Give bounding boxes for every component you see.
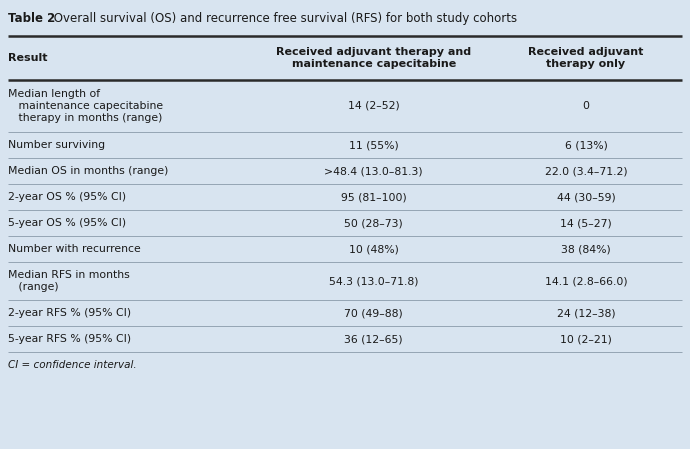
Text: 50 (28–73): 50 (28–73) [344, 218, 403, 228]
Text: 5-year RFS % (95% CI): 5-year RFS % (95% CI) [8, 334, 131, 344]
Text: Number with recurrence: Number with recurrence [8, 244, 141, 254]
Text: 11 (55%): 11 (55%) [348, 140, 399, 150]
Text: Median length of
   maintenance capecitabine
   therapy in months (range): Median length of maintenance capecitabin… [8, 89, 163, 123]
Text: Number surviving: Number surviving [8, 140, 105, 150]
Text: 2-year RFS % (95% CI): 2-year RFS % (95% CI) [8, 308, 131, 318]
Text: CI = confidence interval.: CI = confidence interval. [8, 360, 137, 370]
Text: 38 (84%): 38 (84%) [561, 244, 611, 254]
Text: >48.4 (13.0–81.3): >48.4 (13.0–81.3) [324, 166, 423, 176]
Text: 95 (81–100): 95 (81–100) [341, 192, 406, 202]
Text: 54.3 (13.0–71.8): 54.3 (13.0–71.8) [329, 276, 418, 286]
Text: Overall survival (OS) and recurrence free survival (RFS) for both study cohorts: Overall survival (OS) and recurrence fre… [50, 12, 517, 25]
Text: 2-year OS % (95% CI): 2-year OS % (95% CI) [8, 192, 126, 202]
Text: 6 (13%): 6 (13%) [564, 140, 607, 150]
Text: 22.0 (3.4–71.2): 22.0 (3.4–71.2) [544, 166, 627, 176]
Text: 44 (30–59): 44 (30–59) [557, 192, 615, 202]
Text: Table 2: Table 2 [8, 12, 55, 25]
Text: Median RFS in months
   (range): Median RFS in months (range) [8, 270, 130, 292]
Text: 0: 0 [582, 101, 589, 111]
Text: 14.1 (2.8–66.0): 14.1 (2.8–66.0) [544, 276, 627, 286]
Text: 10 (48%): 10 (48%) [348, 244, 399, 254]
Text: Received adjuvant
therapy only: Received adjuvant therapy only [529, 47, 644, 69]
Text: 14 (5–27): 14 (5–27) [560, 218, 612, 228]
Text: 10 (2–21): 10 (2–21) [560, 334, 612, 344]
Text: 36 (12–65): 36 (12–65) [344, 334, 403, 344]
Text: Received adjuvant therapy and
maintenance capecitabine: Received adjuvant therapy and maintenanc… [276, 47, 471, 69]
Text: 5-year OS % (95% CI): 5-year OS % (95% CI) [8, 218, 126, 228]
Text: Result: Result [8, 53, 48, 63]
Text: 24 (12–38): 24 (12–38) [557, 308, 615, 318]
Text: 70 (49–88): 70 (49–88) [344, 308, 403, 318]
Text: Median OS in months (range): Median OS in months (range) [8, 166, 168, 176]
Text: 14 (2–52): 14 (2–52) [348, 101, 400, 111]
